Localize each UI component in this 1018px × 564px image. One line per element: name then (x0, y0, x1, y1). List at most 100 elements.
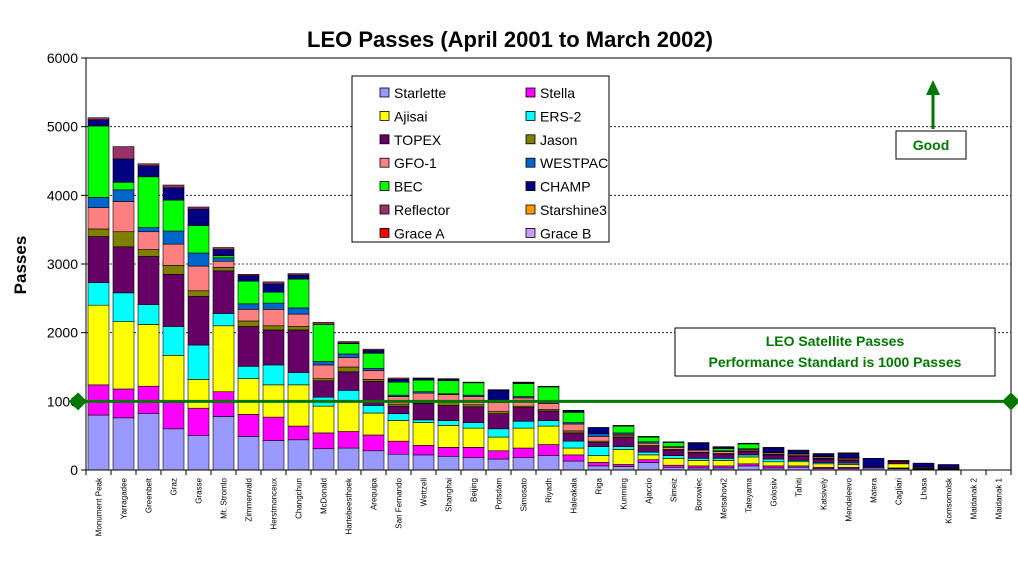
bar-segment (262, 364, 285, 386)
bar-segment (287, 439, 310, 471)
bar-segment (162, 326, 185, 356)
bar-segment (462, 406, 485, 423)
bar-segment (787, 450, 810, 454)
bar-segment (837, 453, 860, 458)
bar-segment (162, 428, 185, 471)
x-tick-label: Simeiz (670, 478, 679, 502)
x-tick-label: Cagliari (895, 478, 904, 505)
bar-segment (587, 462, 610, 467)
bar-segment (387, 420, 410, 442)
bar-segment (862, 458, 885, 467)
x-tick-label: Mt. Stromlo (220, 477, 229, 518)
bar-segment (737, 463, 760, 467)
x-tick-label: Wettzell (420, 478, 429, 507)
bar-segment (187, 435, 210, 471)
bar-segment (687, 442, 710, 450)
bar-segment (287, 384, 310, 427)
bar-segment (412, 377, 435, 379)
bar-segment (637, 436, 660, 438)
bar-segment (387, 379, 410, 383)
bar-segment (312, 324, 335, 362)
bar-segment (237, 320, 260, 327)
x-tick-label: Hartebeesthoek (345, 477, 354, 534)
bar-segment (187, 265, 210, 292)
bar-segment (462, 447, 485, 458)
bar-segment (212, 260, 235, 268)
bar-segment (462, 381, 485, 384)
bar-segment (737, 442, 760, 445)
y-tick-label: 3000 (47, 256, 78, 272)
bar-segment (912, 462, 935, 467)
bar-segment (112, 158, 135, 183)
bar-segment (187, 407, 210, 436)
bar-segment (462, 427, 485, 448)
bar-segment (587, 455, 610, 463)
x-tick-label: Zimmerwald (245, 478, 254, 522)
bar-segment (262, 416, 285, 441)
x-tick-label: Mendeleevo (845, 477, 854, 521)
reference-line (69, 392, 1018, 411)
bar-segment (437, 378, 460, 380)
x-tick-label: Maidanak 1 (995, 477, 1004, 519)
bar-segment (287, 313, 310, 327)
bar-segment (362, 368, 385, 371)
bar-segment (337, 371, 360, 391)
bar-segment (87, 117, 110, 121)
bar-segment (637, 442, 660, 446)
x-tick-label: Riyadh (545, 478, 554, 503)
bar-segment (312, 405, 335, 434)
legend-label: Grace A (394, 225, 445, 241)
bar-segment (487, 428, 510, 438)
bar-segment (562, 447, 585, 456)
x-tick-label: Metsahovi2 (720, 477, 729, 518)
bar-segment (112, 231, 135, 248)
bar-segment (762, 458, 785, 463)
legend-label: Reflector (394, 202, 450, 218)
bar-segment (187, 295, 210, 346)
x-tick-label: Potsdam (495, 478, 504, 510)
bar-segment (687, 458, 710, 461)
bar-segment (637, 459, 660, 463)
y-tick-label: 1000 (47, 393, 78, 409)
y-axis-label: Passes (11, 236, 30, 295)
bar-segment (212, 270, 235, 314)
bar-segment (87, 207, 110, 230)
bar-segment (537, 425, 560, 445)
bar-segment (237, 366, 260, 379)
bar-segment (337, 357, 360, 368)
x-tick-label: McDonald (320, 478, 329, 514)
legend-swatch (379, 181, 390, 192)
bar-segment (637, 454, 660, 461)
bar-segment (237, 273, 260, 276)
x-tick-label: Changchun (295, 478, 304, 519)
bar-segment (112, 388, 135, 419)
bar-segment (562, 423, 585, 432)
bar-segment (237, 275, 260, 282)
bar-segment (612, 425, 635, 427)
bar-segment (162, 199, 185, 232)
bar-segment (887, 463, 910, 469)
legend-label: ERS-2 (540, 108, 581, 124)
bar-segment (812, 453, 835, 457)
bar-segment (437, 405, 460, 421)
bar-segment (137, 163, 160, 167)
bar-segment (662, 449, 685, 456)
bar-segment (812, 453, 835, 455)
legend-label: WESTPAC (540, 155, 608, 171)
bar-segment (312, 448, 335, 471)
bar-segment (362, 352, 385, 369)
bar-segment (287, 278, 310, 309)
bar-segment (87, 197, 110, 208)
bar-segment (287, 307, 310, 315)
standard-annotation: LEO Satellite Passes Performance Standard… (674, 327, 996, 377)
bar-segment (687, 449, 710, 453)
x-tick-label: Lhasa (920, 477, 929, 499)
x-tick-label: San Fernando (395, 477, 404, 528)
bar-segment (362, 434, 385, 452)
bar-segment (587, 436, 610, 442)
bar-segment (537, 444, 560, 456)
bar-segment (587, 465, 610, 471)
bar-segment (812, 463, 835, 468)
bar-segment (262, 283, 285, 293)
